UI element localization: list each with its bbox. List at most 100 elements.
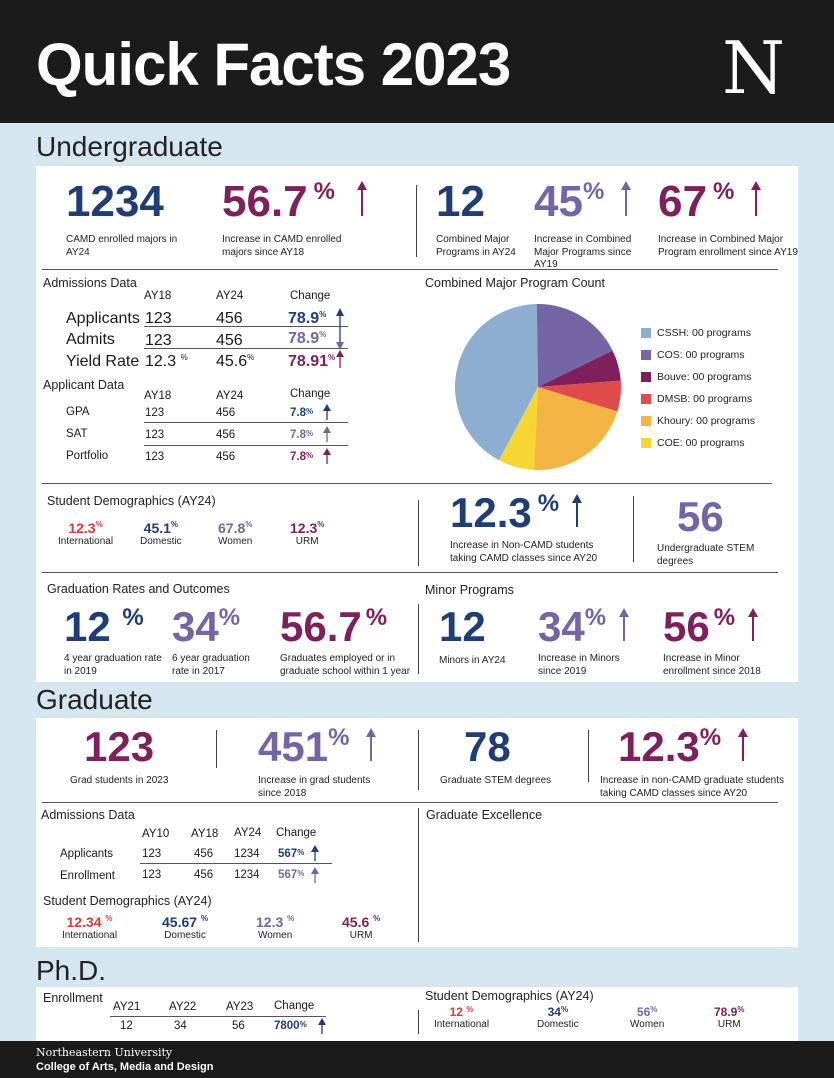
percent-sign: % <box>373 914 381 923</box>
demo-value: 12 <box>449 1005 463 1019</box>
stat-caption: Minors in AY24 <box>439 655 506 666</box>
divider <box>418 1010 419 1034</box>
row-label: Admits <box>66 331 115 348</box>
demo-value: 12.34 <box>66 914 102 930</box>
cell: 123 <box>142 848 162 860</box>
divider <box>144 445 348 446</box>
legend-swatch <box>641 438 651 448</box>
arrow-up-icon <box>366 728 377 761</box>
minor-heading: Minor Programs <box>425 583 514 597</box>
percent-sign: % <box>306 429 314 438</box>
percent-sign: % <box>328 724 350 751</box>
cell: 456 <box>194 869 214 881</box>
stat-caption: Graduates employed or in graduate school… <box>280 653 411 677</box>
divider <box>144 326 348 327</box>
stat-value: 67 <box>658 177 707 226</box>
footer-college: College of Arts, Media and Design <box>36 1061 214 1073</box>
percent-sign: % <box>584 604 607 631</box>
page-title: Quick Facts 2023 <box>36 31 511 98</box>
col-header: AY18 <box>144 390 172 402</box>
legend-item: CSSH: 00 programs <box>641 322 755 344</box>
percent-sign: % <box>105 914 113 923</box>
stat-value: 12.3 <box>450 489 532 536</box>
stat-value: 12 <box>439 603 486 650</box>
legend-label: Khoury: 00 programs <box>657 415 756 427</box>
demo-label: Women <box>218 536 253 547</box>
pie-legend: CSSH: 00 programs COS: 00 programs Bouve: … <box>641 322 755 454</box>
change-value: 7.8 <box>290 429 306 441</box>
stat-value: 12 <box>64 603 111 650</box>
demo-women: 67.8% Women <box>218 520 252 549</box>
legend-swatch <box>641 416 651 426</box>
legend-item: Khoury: 00 programs <box>641 410 755 432</box>
legend-item: Bouve: 00 programs <box>641 366 755 388</box>
row-label: Portfolio <box>66 450 109 462</box>
stat-caption: Increase in Minors since 2019 <box>538 653 620 677</box>
arrow-up-icon <box>750 181 761 216</box>
legend-label: CSSH: 00 programs <box>657 327 751 339</box>
demo-value: 45.6 <box>342 914 370 930</box>
arrow-up-icon <box>747 608 758 641</box>
northeastern-logo: N <box>722 26 785 110</box>
page-header <box>0 0 834 123</box>
demo-value: 34 <box>547 1005 561 1019</box>
col-header: Change <box>276 827 317 839</box>
graduation-heading: Graduation Rates and Outcomes <box>47 582 230 596</box>
stat-minor-increase: 34% Increase in Minors since 2019 <box>538 606 638 678</box>
demo-label: URM <box>295 536 319 547</box>
divider <box>418 500 419 566</box>
demo-label: Domestic <box>140 536 182 547</box>
percent-sign: % <box>95 520 103 529</box>
col-header: AY24 <box>216 290 244 302</box>
stat-caption: 6 year graduation rate in 2017 <box>172 653 250 677</box>
stat-grad-students: 123 Grad students in 2023 <box>70 726 190 788</box>
pie-slice <box>538 350 621 387</box>
cell: 45.6 <box>216 353 248 370</box>
demo-label: International <box>58 536 114 547</box>
legend-swatch <box>641 394 651 404</box>
col-header: AY21 <box>113 1001 141 1013</box>
demo-international: 12 % International <box>434 1005 489 1032</box>
phd-card <box>36 987 798 1041</box>
cell: 123 <box>142 869 162 881</box>
percent-sign: % <box>313 178 335 205</box>
cell: 123 <box>145 451 165 463</box>
row-label: Applicants <box>66 310 140 327</box>
percent-sign: % <box>287 914 295 923</box>
legend-item: DMSB: 00 programs <box>641 388 755 410</box>
stat-increase-majors: 56.7% Increase in CAMD enrolled majors s… <box>222 180 369 259</box>
demo-international: 12.34 % International <box>62 914 117 943</box>
stat-value: 56.7 <box>222 177 308 226</box>
col-header: AY18 <box>144 290 172 302</box>
applicant-table: AY18 AY24 Change GPA 123 456 7.8% SAT 12… <box>66 388 348 470</box>
stat-caption: Increase in Minor enrollment since 2018 <box>663 653 761 677</box>
stat-value: 45 <box>534 177 583 226</box>
percent-sign: % <box>328 353 336 362</box>
cell: 123 <box>145 429 165 441</box>
row-label: Yield Rate <box>66 353 140 370</box>
change-value: 567 <box>278 848 298 860</box>
col-header: Change <box>274 1000 315 1012</box>
change-value: 78.9 <box>288 330 320 347</box>
percent-sign: % <box>122 604 144 631</box>
stat-value: 34 <box>538 603 585 650</box>
divider <box>144 348 348 349</box>
stat-6yr-grad: 34% 6 year graduation rate in 2017 <box>172 606 268 678</box>
arrow-up-icon <box>323 426 331 442</box>
pie-slice <box>536 304 613 387</box>
percent-sign: % <box>466 1005 474 1014</box>
phd-enrollment-heading: Enrollment <box>43 991 103 1005</box>
demo-label: URM <box>717 1019 741 1030</box>
demo-urm: 12.3% URM <box>290 520 324 549</box>
stat-caption: Grad students in 2023 <box>70 775 169 786</box>
divider <box>416 185 417 257</box>
col-header: AY24 <box>234 827 262 839</box>
stat-4yr-grad: 12 % 4 year graduation rate in 2019 <box>64 606 164 678</box>
arrow-up-icon <box>571 494 582 527</box>
demo-label: URM <box>349 930 373 941</box>
demo-women: 56% Women <box>630 1005 664 1032</box>
percent-sign: % <box>297 869 305 878</box>
divider <box>42 269 778 270</box>
demo-label: Domestic <box>164 930 206 941</box>
stat-ug-stem: 56 Undergraduate STEM degrees <box>657 496 767 568</box>
